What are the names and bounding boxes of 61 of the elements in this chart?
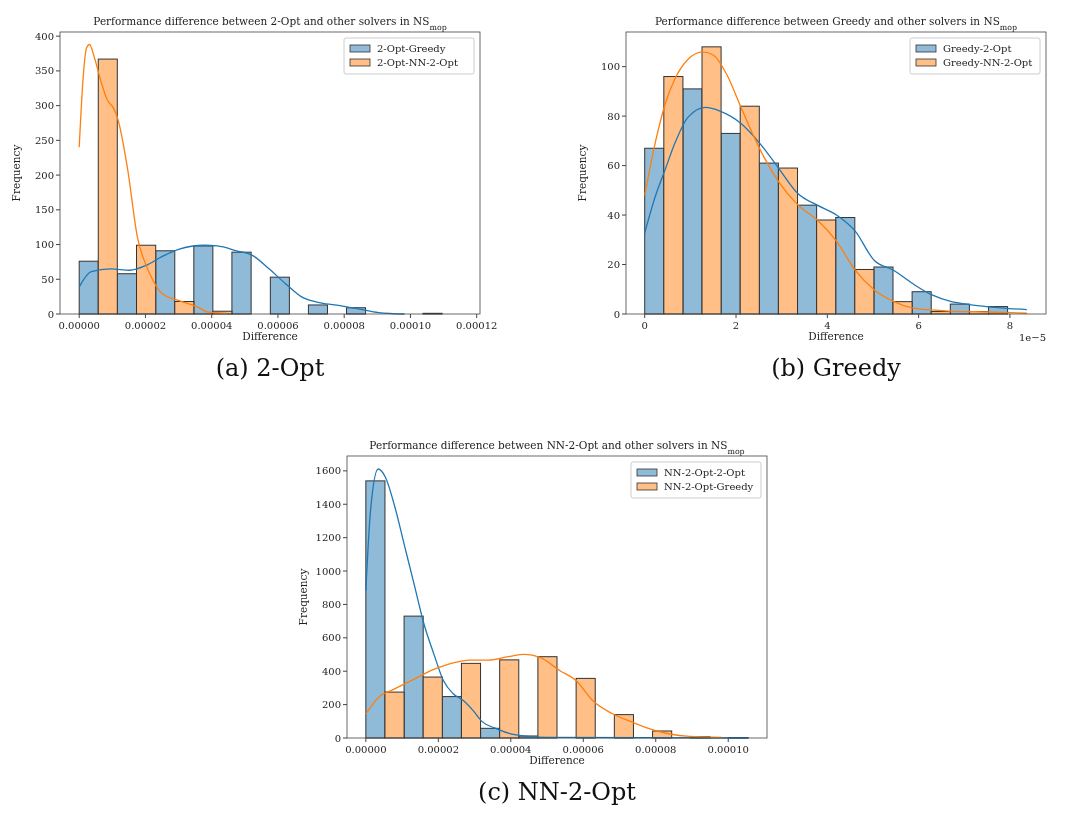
legend-label: 2-Opt-NN-2-Opt	[377, 57, 458, 68]
y-tick-label: 40	[607, 209, 620, 221]
x-tick-label: 0.00002	[124, 320, 167, 331]
x-tick-label: 0.00004	[490, 744, 532, 755]
x-tick-label: 4	[824, 320, 831, 331]
legend-label: Greedy-NN-2-Opt	[943, 57, 1033, 68]
y-tick-label: 200	[34, 169, 54, 181]
y-tick-label: 200	[321, 699, 341, 711]
y-tick-label: 0	[334, 732, 341, 744]
x-tick-label: 0.00000	[58, 320, 100, 331]
y-tick-label: 800	[321, 598, 341, 610]
text: (a) 2-Opt	[215, 354, 325, 382]
y-tick-label: 400	[321, 665, 341, 677]
y-tick-label: 1200	[315, 532, 341, 544]
y-tick-label: 600	[321, 632, 341, 644]
legend-label: NN-2-Opt-Greedy	[664, 481, 754, 492]
text: (c) NN-2-Opt	[478, 778, 637, 806]
y-tick-label: 1000	[315, 565, 341, 577]
text: (b) Greedy	[771, 354, 902, 382]
y-tick-label: 50	[41, 273, 54, 285]
y-tick-label: 0	[613, 308, 620, 320]
x-tick-label: 0.00010	[389, 320, 432, 331]
y-tick-label: 150	[34, 204, 54, 216]
text: 1e−5	[1018, 332, 1046, 343]
y-tick-label: 300	[34, 100, 54, 112]
y-tick-label: 100	[600, 61, 620, 73]
x-tick-label: 0.00000	[345, 744, 387, 755]
y-tick-label: 250	[34, 134, 54, 146]
x-axis-title: Difference	[529, 754, 585, 766]
y-tick-label: 20	[607, 259, 620, 271]
y-axis-title: Frequency	[10, 144, 22, 202]
y-tick-label: 60	[607, 160, 620, 172]
x-tick-label: 0.00008	[323, 320, 365, 331]
x-tick-label: 0.00008	[635, 744, 677, 755]
legend-label: Greedy-2-Opt	[943, 43, 1012, 54]
y-tick-label: 400	[34, 30, 54, 42]
chart-title: Performance difference between Greedy and other solvers in NS$_{mop}$	[654, 15, 1018, 32]
x-tick-label: 6	[915, 320, 922, 331]
x-tick-label: 0.00012	[456, 320, 498, 331]
x-tick-label: 0.00004	[191, 320, 233, 331]
legend-label: NN-2-Opt-2-Opt	[664, 467, 745, 478]
y-tick-label: 100	[34, 239, 54, 251]
y-tick-label: 80	[607, 110, 620, 122]
x-tick-label: 0.00006	[257, 320, 299, 331]
legend-label: 2-Opt-Greedy	[377, 43, 446, 54]
y-axis-title: Frequency	[576, 144, 588, 202]
x-tick-label: 0	[641, 320, 648, 331]
x-tick-label: 0.00002	[417, 744, 459, 755]
y-tick-label: 350	[34, 65, 54, 77]
chart-title: Performance difference between NN-2-Opt and other solvers in NS$_{mop}$	[369, 439, 745, 456]
x-tick-label: 2	[732, 320, 740, 331]
x-tick-label: 8	[1006, 320, 1014, 331]
x-axis-title: Difference	[808, 330, 864, 342]
y-axis-title: Frequency	[297, 568, 309, 626]
y-tick-label: 1600	[315, 465, 341, 477]
x-tick-label: 0.00006	[562, 744, 604, 755]
x-tick-label: 0.00010	[707, 744, 749, 755]
y-tick-label: 1400	[315, 498, 341, 510]
x-axis-title: Difference	[242, 330, 298, 342]
chart-title: Performance difference between 2-Opt and other solvers in NS$_{mop}$	[93, 15, 447, 32]
y-tick-label: 0	[47, 308, 54, 320]
